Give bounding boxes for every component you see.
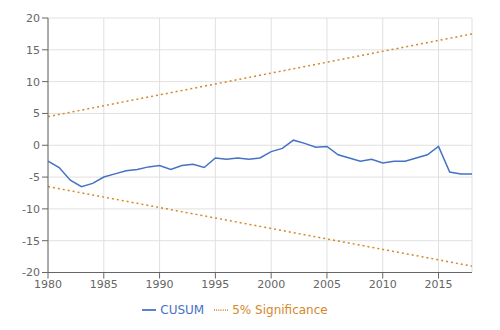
svg-text:10: 10 (26, 76, 40, 89)
svg-text:5: 5 (33, 107, 40, 120)
svg-text:-5: -5 (29, 171, 40, 184)
svg-text:2005: 2005 (313, 278, 341, 291)
svg-text:1995: 1995 (201, 278, 229, 291)
svg-text:2015: 2015 (425, 278, 453, 291)
html-text:CUSUM: CUSUM (160, 302, 205, 317)
html-text:5% Significance: 5% Significance (232, 302, 328, 317)
svg-text:1980: 1980 (34, 278, 62, 291)
svg-text:1990: 1990 (146, 278, 174, 291)
svg-text:-10: -10 (22, 203, 40, 216)
svg-text:0: 0 (33, 139, 40, 152)
svg-text:-20: -20 (22, 266, 40, 279)
svg-text:2000: 2000 (257, 278, 285, 291)
svg-text:2010: 2010 (369, 278, 397, 291)
svg-text:-15: -15 (22, 235, 40, 248)
svg-text:1985: 1985 (90, 278, 118, 291)
svg-text:20: 20 (26, 12, 40, 25)
svg-text:15: 15 (26, 44, 40, 57)
